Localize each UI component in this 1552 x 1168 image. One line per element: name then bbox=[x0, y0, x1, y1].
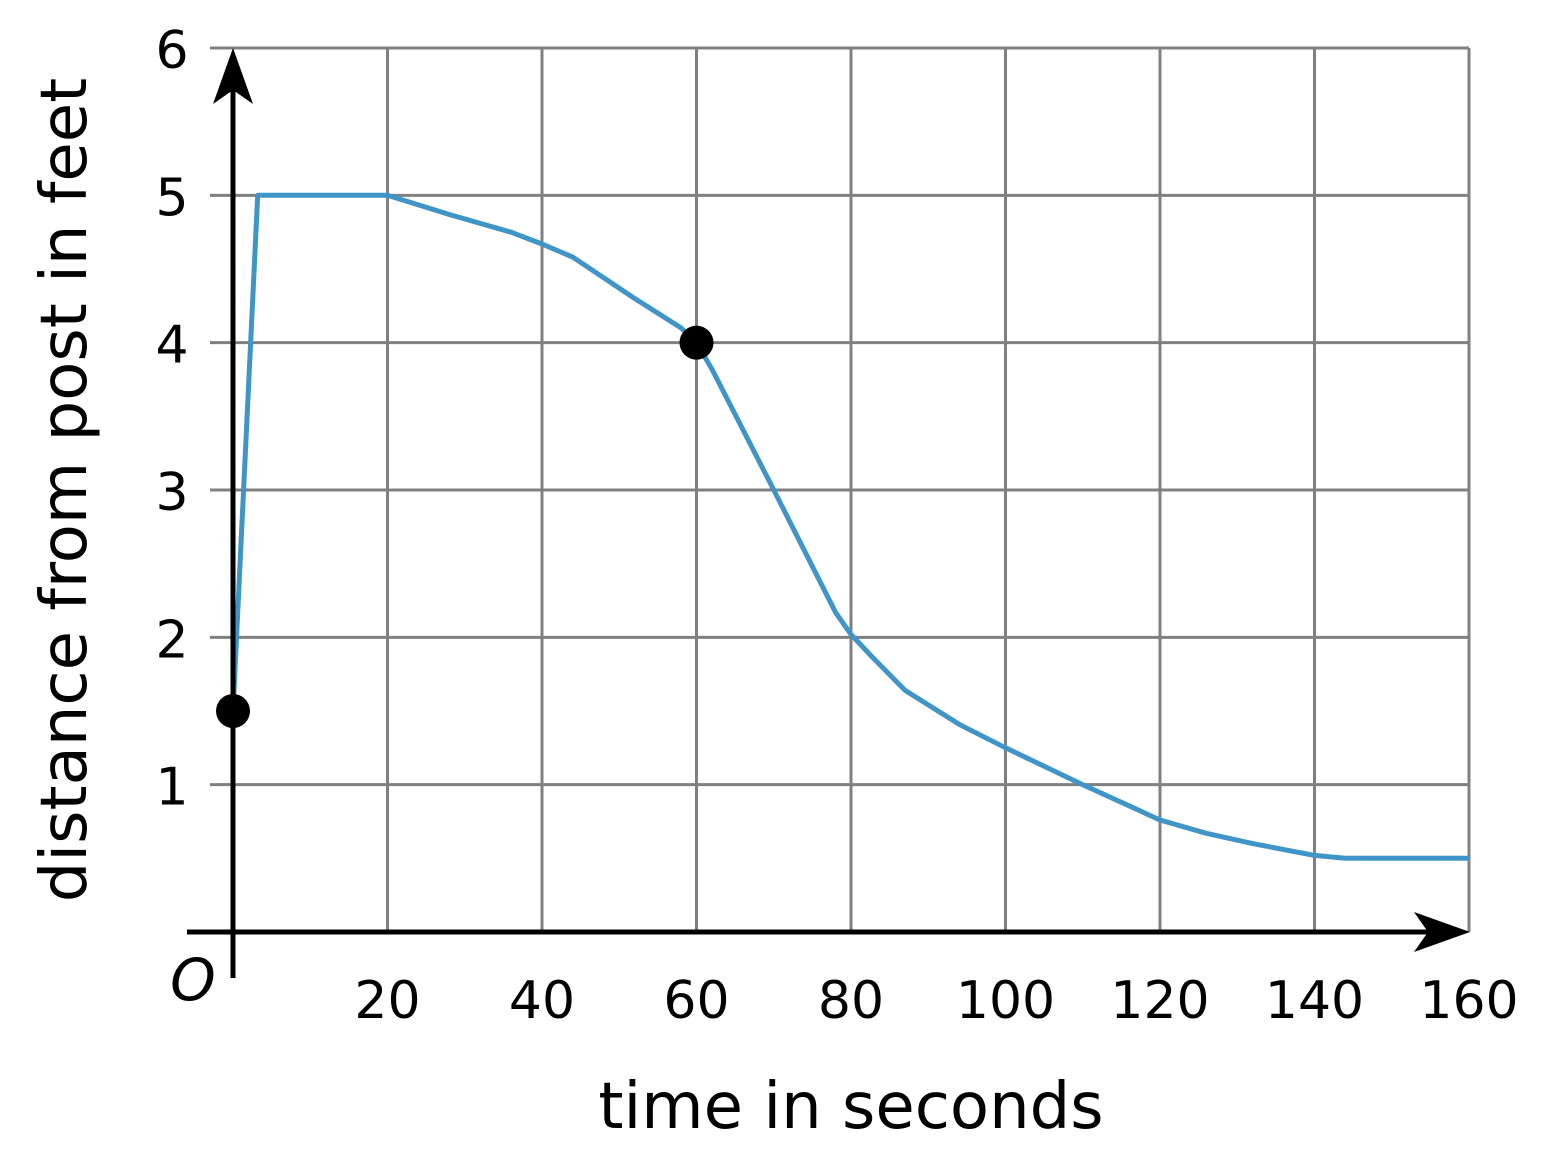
x-tick-label: 80 bbox=[818, 971, 884, 1031]
y-tick-label: 2 bbox=[155, 610, 188, 670]
x-tick-label: 120 bbox=[1110, 971, 1209, 1031]
grid bbox=[210, 46, 1471, 932]
x-tick-label: 160 bbox=[1419, 971, 1518, 1031]
x-tick-label: 20 bbox=[354, 971, 420, 1031]
y-tick-label: 4 bbox=[155, 316, 188, 376]
x-tick-label: 140 bbox=[1265, 971, 1364, 1031]
points-layer bbox=[216, 325, 714, 728]
y-axis-label: distance from post in feet bbox=[28, 78, 102, 902]
y-tick-label: 1 bbox=[155, 758, 188, 818]
y-axis-arrow-icon bbox=[213, 48, 253, 104]
axes bbox=[187, 48, 1470, 978]
x-axis-label: time in seconds bbox=[598, 1070, 1103, 1144]
data-point bbox=[216, 694, 250, 728]
x-tick-label: 60 bbox=[663, 971, 729, 1031]
origin-label: O bbox=[170, 946, 216, 1014]
tick-labels: 20 40 60 80 100 120 140 160 1 2 3 4 5 6 bbox=[155, 21, 1518, 1031]
x-tick-label: 40 bbox=[509, 971, 575, 1031]
data-point bbox=[679, 325, 714, 360]
x-axis-arrow-icon bbox=[1414, 912, 1470, 952]
y-tick-label: 5 bbox=[155, 168, 188, 228]
series-layer bbox=[230, 192, 1469, 861]
series-line bbox=[230, 192, 1469, 861]
x-tick-label: 100 bbox=[956, 971, 1055, 1031]
y-tick-label: 6 bbox=[155, 21, 188, 81]
y-tick-label: 3 bbox=[155, 463, 188, 523]
